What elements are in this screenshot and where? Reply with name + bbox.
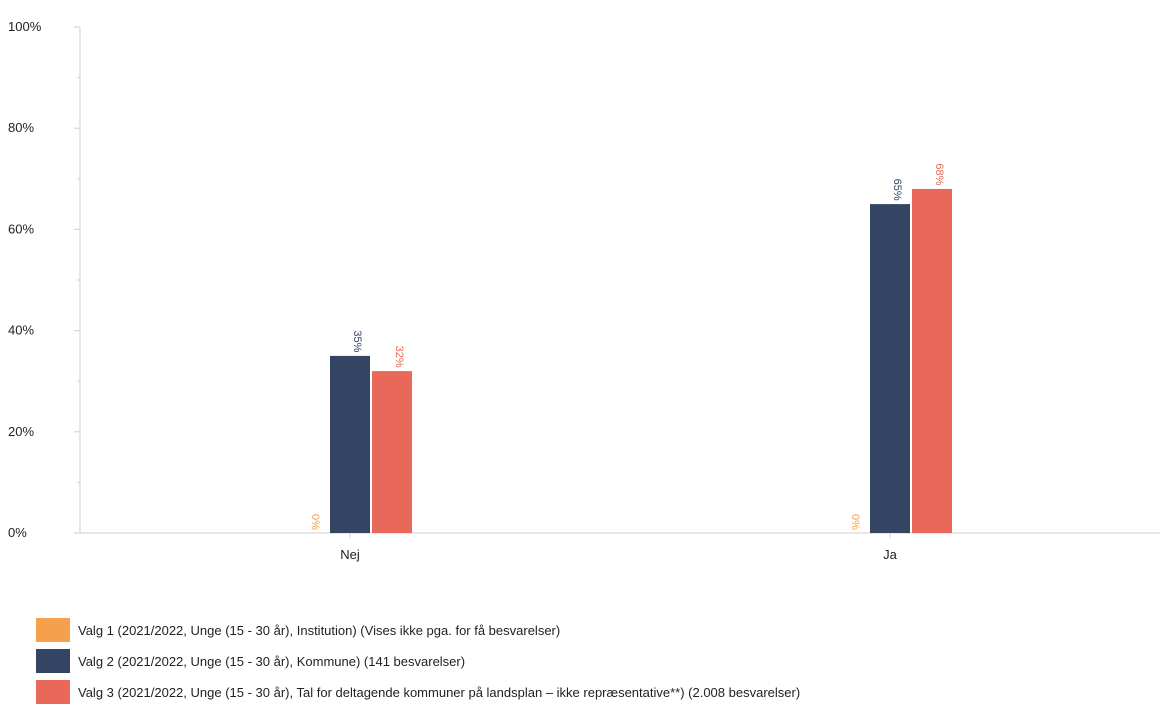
bar: [870, 204, 910, 533]
legend-label: Valg 1 (2021/2022, Unge (15 - 30 år), In…: [78, 622, 561, 638]
bar-value-label: 0%: [849, 514, 861, 530]
y-tick-label: 0%: [8, 525, 27, 540]
bar: [372, 371, 412, 533]
x-tick-label: Nej: [340, 547, 360, 562]
legend-swatch: [36, 649, 70, 673]
y-tick-label: 80%: [8, 120, 34, 135]
y-axis: 0% 20% 40% 60% 80% 100%: [8, 19, 81, 540]
y-tick-label: 60%: [8, 221, 34, 236]
legend-item: Valg 3 (2021/2022, Unge (15 - 30 år), Ta…: [36, 680, 800, 704]
bar: [330, 355, 370, 533]
x-tick-label: Ja: [883, 547, 898, 562]
legend-swatch: [36, 680, 70, 704]
bar-value-label: 0%: [309, 514, 321, 530]
legend-item: Valg 2 (2021/2022, Unge (15 - 30 år), Ko…: [36, 649, 800, 673]
bar-value-label: 32%: [393, 346, 405, 368]
bar-value-label: 68%: [933, 163, 945, 185]
data-labels: 0% 35% 32% 0% 65% 68%: [309, 163, 945, 530]
legend-label: Valg 2 (2021/2022, Unge (15 - 30 år), Ko…: [78, 653, 466, 669]
bar-value-label: 65%: [891, 179, 903, 201]
x-axis: Nej Ja: [80, 532, 1160, 562]
y-tick-label: 40%: [8, 323, 34, 338]
y-tick-label: 100%: [8, 19, 42, 34]
legend-swatch: [36, 618, 70, 642]
bar-chart: 0% 20% 40% 60% 80% 100% Nej Ja 0% 35% 32% 0% 65% 68…: [8, 19, 1160, 562]
legend: Valg 1 (2021/2022, Unge (15 - 30 år), In…: [36, 618, 800, 711]
legend-item: Valg 1 (2021/2022, Unge (15 - 30 år), In…: [36, 618, 800, 642]
bar-value-label: 35%: [351, 330, 363, 352]
bars: [330, 188, 952, 534]
y-tick-label: 20%: [8, 424, 34, 439]
bar: [912, 188, 952, 534]
legend-label: Valg 3 (2021/2022, Unge (15 - 30 år), Ta…: [78, 684, 801, 700]
